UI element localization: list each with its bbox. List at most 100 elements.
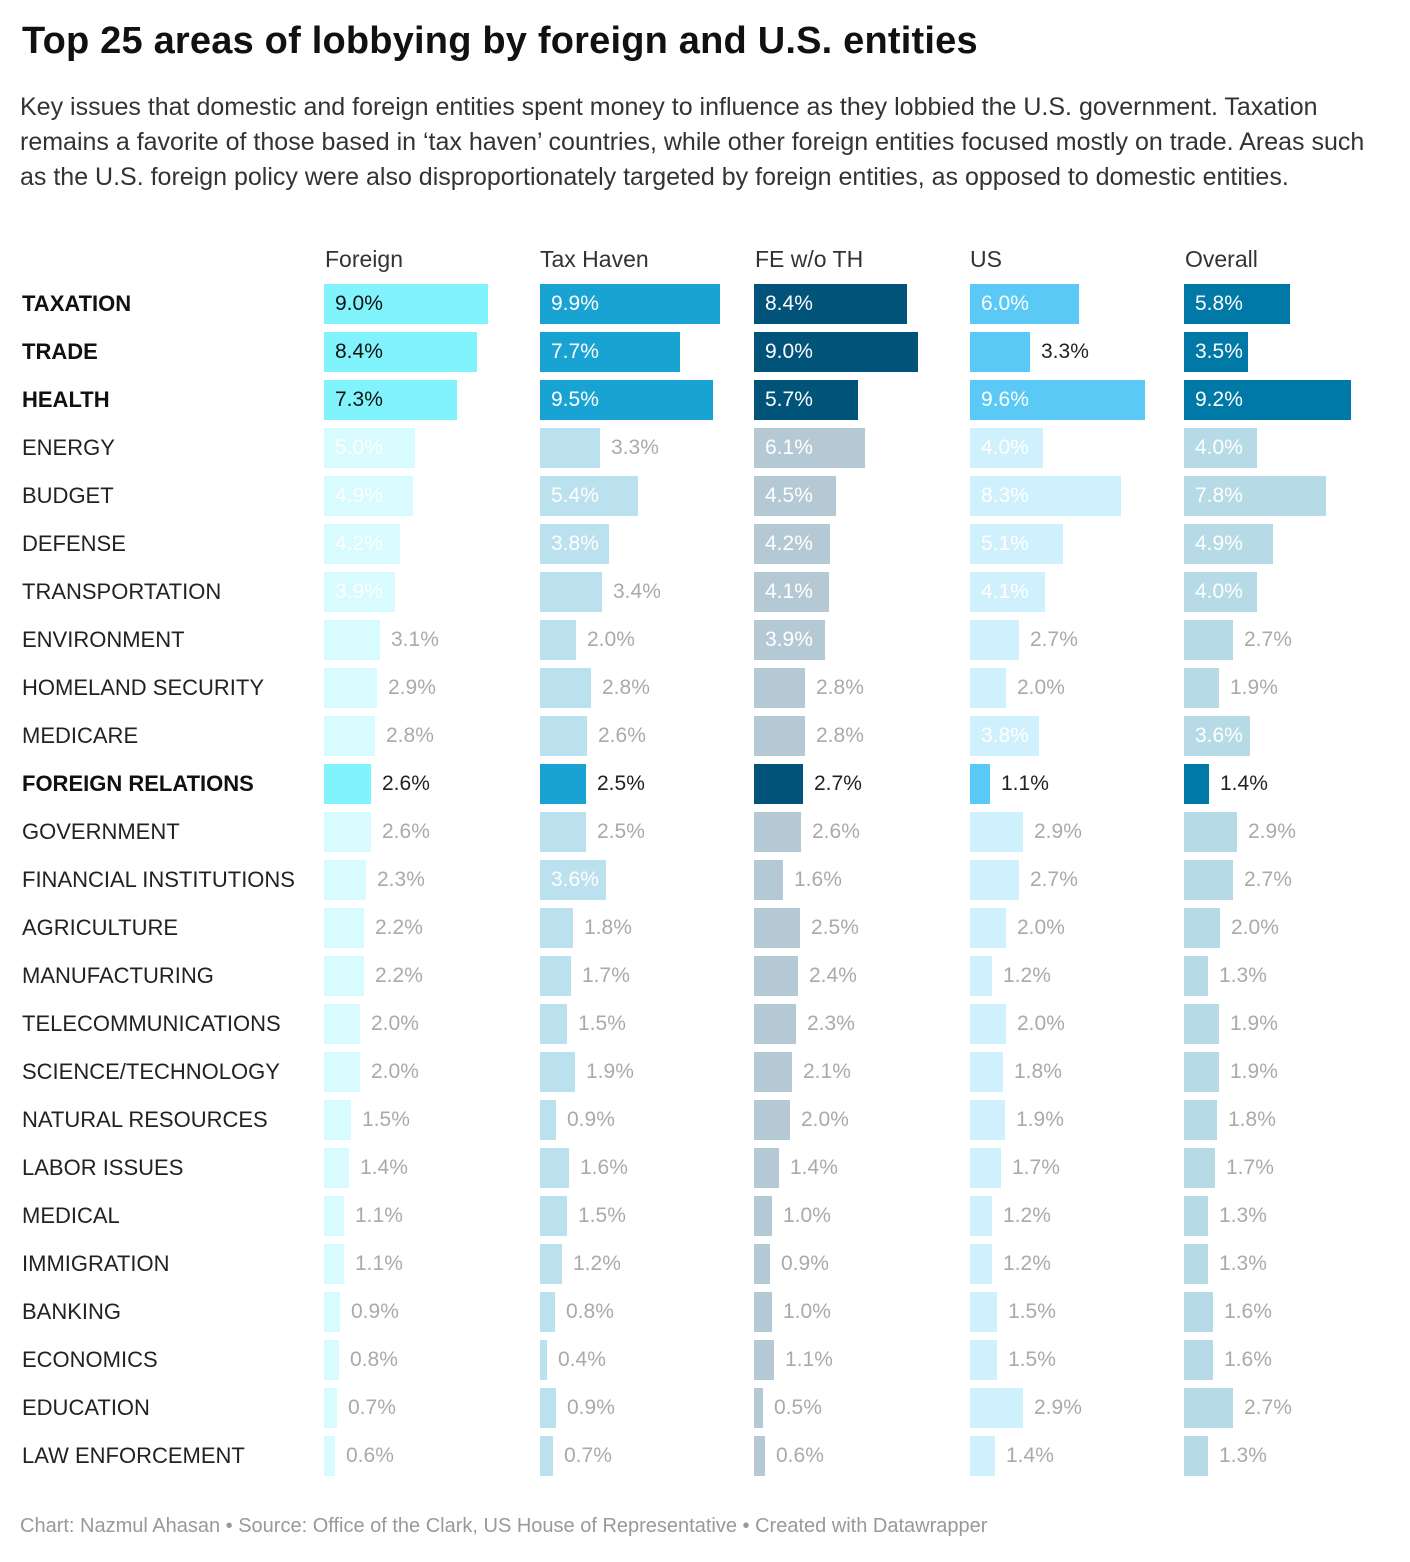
bar: [754, 476, 836, 516]
value-label: 2.7%: [1244, 628, 1292, 651]
bar: [1184, 812, 1237, 852]
bar: [1184, 716, 1250, 756]
value-label: 7.8%: [1195, 484, 1243, 507]
bar: [324, 1436, 335, 1476]
bar: [540, 1292, 555, 1332]
column-header: FE w/o TH: [755, 246, 864, 272]
value-label: 0.8%: [350, 1348, 398, 1371]
bar: [1184, 332, 1248, 372]
bar: [324, 1052, 360, 1092]
bar: [540, 1196, 567, 1236]
category-label: MANUFACTURING: [22, 963, 214, 988]
value-label: 9.6%: [981, 388, 1029, 411]
value-label: 9.2%: [1195, 388, 1243, 411]
value-label: 0.9%: [351, 1300, 399, 1323]
value-label: 2.0%: [371, 1060, 419, 1083]
value-label: 3.3%: [1041, 340, 1089, 363]
bar: [754, 332, 918, 372]
bar: [754, 284, 907, 324]
value-label: 1.8%: [1014, 1060, 1062, 1083]
bar: [540, 332, 680, 372]
category-label: MEDICARE: [22, 723, 139, 748]
bar: [324, 1388, 337, 1428]
value-label: 1.0%: [783, 1300, 831, 1323]
value-label: 1.2%: [1003, 1204, 1051, 1227]
value-label: 5.8%: [1195, 292, 1243, 315]
bar: [540, 284, 720, 324]
value-label: 1.4%: [1220, 772, 1268, 795]
bar: [1184, 428, 1257, 468]
value-label: 1.2%: [1003, 1252, 1051, 1275]
value-label: 2.4%: [809, 964, 857, 987]
value-label: 1.7%: [1012, 1156, 1060, 1179]
bar: [754, 524, 830, 564]
bar: [754, 1340, 774, 1380]
bar: [970, 860, 1019, 900]
bar: [970, 1388, 1023, 1428]
value-label: 1.1%: [355, 1204, 403, 1227]
value-label: 0.7%: [564, 1444, 612, 1467]
value-label: 1.1%: [1001, 772, 1049, 795]
value-label: 2.0%: [801, 1108, 849, 1131]
category-label: HOMELAND SECURITY: [22, 675, 265, 700]
bar: [324, 572, 395, 612]
value-label: 1.5%: [578, 1204, 626, 1227]
value-label: 0.6%: [346, 1444, 394, 1467]
category-label: ENVIRONMENT: [22, 627, 185, 652]
value-label: 9.9%: [551, 292, 599, 315]
bar: [324, 1148, 349, 1188]
value-label: 4.2%: [335, 532, 383, 555]
value-label: 2.8%: [816, 676, 864, 699]
value-label: 2.7%: [1244, 868, 1292, 891]
value-label: 5.0%: [335, 436, 383, 459]
value-label: 7.7%: [551, 340, 599, 363]
value-label: 4.0%: [981, 436, 1029, 459]
value-label: 4.0%: [1195, 580, 1243, 603]
bar: [324, 476, 413, 516]
bar: [970, 668, 1006, 708]
value-label: 0.5%: [774, 1396, 822, 1419]
category-label: NATURAL RESOURCES: [22, 1107, 268, 1132]
bar: [540, 908, 573, 948]
bar: [1184, 668, 1219, 708]
bar: [1184, 524, 1273, 564]
value-label: 6.1%: [765, 436, 813, 459]
column-header: Tax Haven: [540, 246, 649, 272]
bar: [540, 1388, 556, 1428]
value-label: 2.6%: [598, 724, 646, 747]
column-header: US: [970, 246, 1002, 272]
bar: [970, 284, 1079, 324]
value-label: 2.0%: [1017, 916, 1065, 939]
value-label: 6.0%: [981, 292, 1029, 315]
bar: [970, 524, 1063, 564]
value-label: 3.8%: [551, 532, 599, 555]
value-label: 1.7%: [1226, 1156, 1274, 1179]
value-label: 2.2%: [375, 916, 423, 939]
value-label: 1.8%: [1228, 1108, 1276, 1131]
value-label: 9.0%: [335, 292, 383, 315]
value-label: 1.6%: [1224, 1300, 1272, 1323]
bar: [324, 716, 375, 756]
value-label: 1.3%: [1219, 1444, 1267, 1467]
bar: [540, 716, 587, 756]
bar: [1184, 1100, 1217, 1140]
value-label: 2.2%: [375, 964, 423, 987]
bar: [324, 764, 371, 804]
value-label: 2.8%: [602, 676, 650, 699]
value-label: 0.8%: [566, 1300, 614, 1323]
bar: [970, 572, 1045, 612]
bar: [970, 1100, 1005, 1140]
category-label: GOVERNMENT: [22, 819, 180, 844]
value-label: 2.9%: [388, 676, 436, 699]
value-label: 8.4%: [765, 292, 813, 315]
value-label: 2.0%: [587, 628, 635, 651]
value-label: 1.5%: [1008, 1300, 1056, 1323]
bar: [754, 908, 800, 948]
value-label: 1.7%: [582, 964, 630, 987]
value-label: 1.5%: [362, 1108, 410, 1131]
value-label: 2.0%: [1017, 676, 1065, 699]
bar: [540, 1052, 575, 1092]
value-label: 0.9%: [781, 1252, 829, 1275]
bar: [540, 620, 576, 660]
value-label: 3.6%: [1195, 724, 1243, 747]
